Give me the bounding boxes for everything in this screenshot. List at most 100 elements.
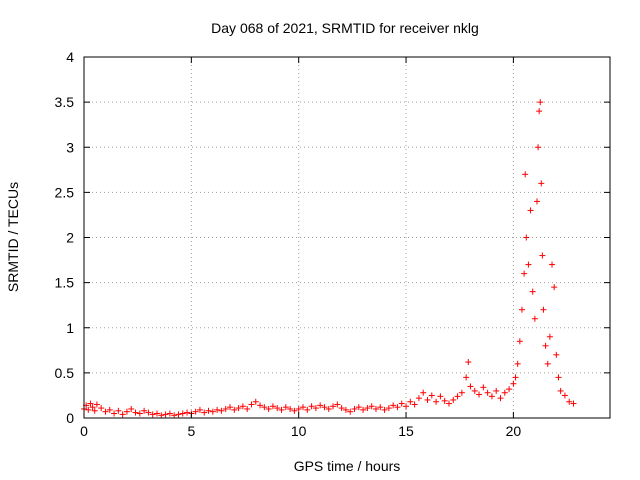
x-tick-label: 20	[506, 423, 522, 439]
x-axis-label: GPS time / hours	[294, 458, 401, 474]
data-point	[549, 261, 556, 268]
data-point	[546, 333, 553, 340]
data-point	[398, 400, 405, 407]
plot-frame	[83, 56, 611, 419]
data-point	[295, 405, 302, 412]
data-point	[325, 405, 332, 412]
data-point	[476, 391, 483, 398]
data-point	[445, 400, 452, 407]
data-point	[553, 351, 560, 358]
data-point	[527, 207, 534, 214]
data-point	[561, 392, 568, 399]
grid-lines	[84, 57, 610, 418]
data-point	[555, 374, 562, 381]
data-point	[514, 360, 521, 367]
data-point	[518, 306, 525, 313]
data-point	[330, 403, 337, 410]
data-point	[342, 406, 349, 413]
data-point	[231, 406, 238, 413]
data-point	[85, 406, 92, 413]
data-point	[523, 234, 530, 241]
data-point	[136, 410, 143, 417]
y-tick-label: 3	[66, 139, 74, 155]
data-point	[317, 402, 324, 409]
data-point	[355, 404, 362, 411]
data-point	[420, 389, 427, 396]
data-point	[123, 408, 130, 415]
data-point	[516, 338, 523, 345]
data-point	[351, 405, 358, 412]
data-point	[570, 400, 577, 407]
axis-ticks: 0 5 10 15 20 0 0.5 1 1.5 2 2.5 3 3.5 4	[55, 49, 610, 439]
data-point	[441, 397, 448, 404]
data-point	[184, 409, 191, 416]
data-point	[531, 315, 538, 322]
data-point	[196, 406, 203, 413]
data-point	[512, 374, 519, 381]
data-point	[411, 401, 418, 408]
data-point	[433, 398, 440, 405]
data-point	[244, 405, 251, 412]
data-point	[534, 198, 541, 205]
data-point	[291, 407, 298, 414]
y-tick-label: 4	[66, 49, 74, 65]
data-point	[102, 408, 109, 415]
data-point	[269, 403, 276, 410]
data-point	[465, 359, 472, 366]
y-tick-label: 0.5	[55, 365, 75, 381]
data-point	[454, 393, 461, 400]
data-point	[261, 404, 268, 411]
data-point	[334, 401, 341, 408]
data-point	[89, 404, 96, 411]
data-point	[364, 405, 371, 412]
data-point	[538, 180, 545, 187]
data-point	[214, 406, 221, 413]
data-point	[488, 393, 495, 400]
data-point	[493, 387, 500, 394]
data-point	[467, 383, 474, 390]
data-point	[428, 392, 435, 399]
data-point	[403, 403, 410, 410]
data-point	[106, 406, 113, 413]
y-tick-label: 3.5	[55, 94, 75, 110]
data-point	[463, 374, 470, 381]
data-point	[209, 408, 216, 415]
data-point	[162, 411, 169, 418]
data-point	[338, 405, 345, 412]
data-point	[540, 306, 547, 313]
data-point	[175, 411, 182, 418]
y-tick-label: 2	[66, 230, 74, 246]
data-point	[304, 406, 311, 413]
data-point	[501, 389, 508, 396]
data-point	[171, 412, 178, 419]
y-axis-label: SRMTID / TECUs	[5, 182, 21, 292]
data-point	[381, 406, 388, 413]
data-point	[566, 398, 573, 405]
data-point	[471, 387, 478, 394]
y-tick-label: 1	[66, 320, 74, 336]
data-point	[248, 401, 255, 408]
data-point	[321, 404, 328, 411]
data-point	[299, 404, 306, 411]
data-point	[450, 396, 457, 403]
data-point	[282, 404, 289, 411]
data-point	[166, 410, 173, 417]
data-point	[525, 261, 532, 268]
data-point	[153, 410, 160, 417]
x-tick-label: 5	[187, 423, 195, 439]
data-point	[510, 380, 517, 387]
data-point	[407, 398, 414, 405]
data-point	[497, 395, 504, 402]
data-point	[98, 405, 105, 412]
data-point	[437, 393, 444, 400]
data-point	[252, 398, 259, 405]
data-point	[347, 408, 354, 415]
data-point	[87, 400, 94, 407]
data-point	[257, 402, 264, 409]
data-point	[522, 171, 529, 178]
data-point	[312, 405, 319, 412]
data-point	[145, 409, 152, 416]
data-point	[218, 407, 225, 414]
data-point	[394, 404, 401, 411]
data-point	[535, 144, 542, 151]
